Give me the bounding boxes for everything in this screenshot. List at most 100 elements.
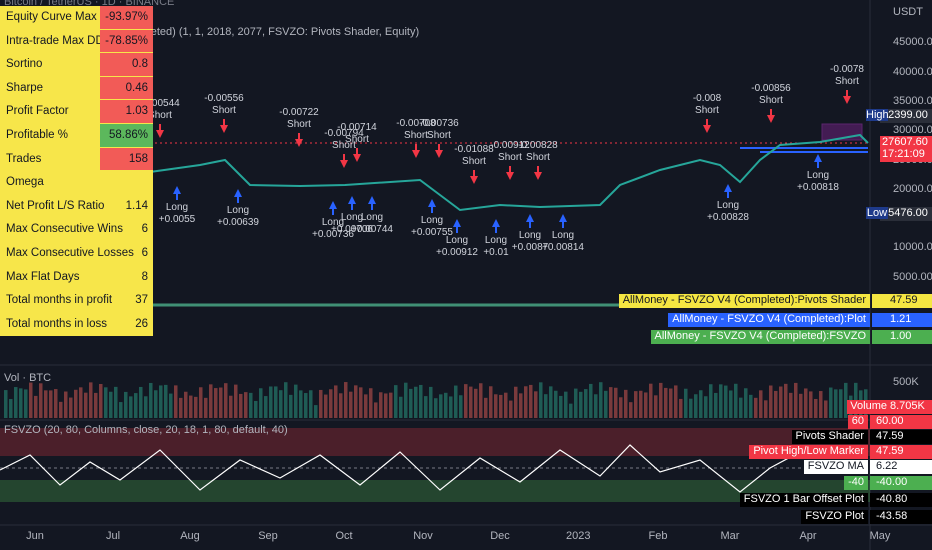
- short-arrow: [412, 144, 420, 158]
- volume-bar: [619, 397, 623, 418]
- volume-bar: [554, 390, 558, 418]
- stat-cell: [100, 76, 153, 100]
- short-arrow: [843, 90, 851, 104]
- signal-text: -0.00556: [204, 93, 244, 104]
- signal-text: Short: [345, 134, 369, 145]
- long-arrow: [453, 219, 461, 233]
- price-tick: 10000.00: [893, 241, 932, 253]
- overbought-zone: [0, 428, 870, 456]
- volume-bar: [404, 382, 408, 418]
- volume-bar: [674, 385, 678, 418]
- time-tick: Nov: [413, 530, 433, 542]
- stat-label: Profit Factor: [6, 105, 69, 118]
- currency: USDT: [893, 6, 923, 18]
- time-tick: Dec: [490, 530, 510, 542]
- study-label: AllMoney - FSVZO V4 (Completed):FSVZO: [650, 330, 870, 344]
- volume-bar: [444, 392, 448, 418]
- study-label: AllMoney - FSVZO V4 (Completed):Pivots S…: [618, 294, 870, 308]
- volume-bar: [739, 397, 743, 418]
- volume-bar: [594, 394, 598, 418]
- stat-value: 37: [135, 294, 148, 307]
- long-arrow: [368, 196, 376, 210]
- stat-value: 1.14: [125, 199, 148, 212]
- volume-bar: [789, 392, 793, 418]
- volume-bar: [769, 385, 773, 418]
- stat-value: -93.97%: [105, 11, 148, 23]
- signal-text: +0.00706: [331, 224, 373, 235]
- signal-text: -0.00828: [518, 140, 558, 151]
- volume-bar: [354, 385, 358, 418]
- volume-bar: [654, 395, 658, 418]
- volume-bar: [559, 395, 563, 418]
- volume-bar: [549, 386, 553, 418]
- volume-bar: [184, 391, 188, 418]
- signal-text: Short: [287, 119, 311, 130]
- volume-bar: [629, 402, 633, 418]
- volume-bar: [474, 388, 478, 418]
- price-marker-label: Low: [866, 207, 888, 219]
- stat-value: 58.86%: [108, 129, 148, 141]
- stat-value: 0.46: [125, 81, 148, 94]
- volume-bar: [424, 396, 428, 418]
- volume-bar: [464, 384, 468, 418]
- stat-label: Intra-trade Max DD: [6, 34, 104, 47]
- volume-bar: [809, 391, 813, 418]
- volume-bar: [219, 387, 223, 418]
- signal-text: Short: [332, 140, 356, 151]
- stat-label: Sharpe: [6, 81, 44, 94]
- volume-bar: [794, 382, 798, 418]
- volume-bar: [694, 394, 698, 418]
- oscillator-label: FSVZO Plot: [801, 510, 868, 524]
- stats-table: Equity Curve Max DD -93.97% Intra-trade Ma…: [0, 6, 153, 337]
- time-tick: Sep: [258, 530, 278, 542]
- volume-bar: [439, 394, 443, 418]
- long-arrow: [234, 189, 242, 203]
- volume-bar: [159, 385, 163, 418]
- volume-bar: [69, 397, 73, 418]
- signal-text: -0.01088: [454, 144, 494, 155]
- volume-bar: [49, 390, 53, 418]
- stat-label: Max Flat Days: [6, 270, 80, 283]
- volume-bar: [364, 394, 368, 418]
- volume-bar: [59, 401, 63, 418]
- signal-text: -0.00912: [490, 140, 530, 151]
- volume-bar: [529, 384, 533, 418]
- signal-text: -0.00794: [324, 128, 364, 139]
- signal-text: -0.00856: [751, 83, 791, 94]
- volume-bar: [104, 387, 108, 418]
- volume-bar: [109, 391, 113, 418]
- volume-bar: [774, 390, 778, 418]
- volume-bar: [834, 389, 838, 418]
- volume-bar: [134, 393, 138, 418]
- volume-bar: [604, 390, 608, 418]
- volume-bar: [479, 383, 483, 418]
- volume-bar: [459, 395, 463, 418]
- volume-bar: [279, 390, 283, 418]
- signal-text: -0.00544: [140, 98, 180, 109]
- volume-bar: [224, 383, 228, 418]
- stat-label: Sortino: [6, 58, 43, 71]
- volume-bar: [514, 386, 518, 418]
- stat-value: 6: [141, 223, 148, 236]
- signal-text: -0.008: [693, 93, 722, 104]
- long-arrow: [329, 201, 337, 215]
- short-arrow: [220, 119, 228, 133]
- volume-bar: [244, 392, 248, 418]
- time-tick: Aug: [180, 530, 200, 542]
- volume-bar: [309, 390, 313, 418]
- stat-label: Max Consecutive Losses: [6, 247, 134, 259]
- volume-bar: [574, 388, 578, 418]
- oscillator-label: Pivot High/Low Marker: [749, 445, 868, 459]
- volume-bar: [499, 394, 503, 418]
- stat-cell: [100, 29, 153, 53]
- signal-text: Long: [519, 230, 541, 241]
- volume-bar: [579, 391, 583, 418]
- volume-bar: [614, 387, 618, 418]
- volume-bar: [14, 387, 18, 418]
- study-value: 47.59: [872, 294, 932, 308]
- time-tick: Jun: [26, 530, 44, 542]
- time-tick: Oct: [335, 530, 353, 542]
- volume-bar: [259, 388, 263, 418]
- volume-bar: [339, 393, 343, 418]
